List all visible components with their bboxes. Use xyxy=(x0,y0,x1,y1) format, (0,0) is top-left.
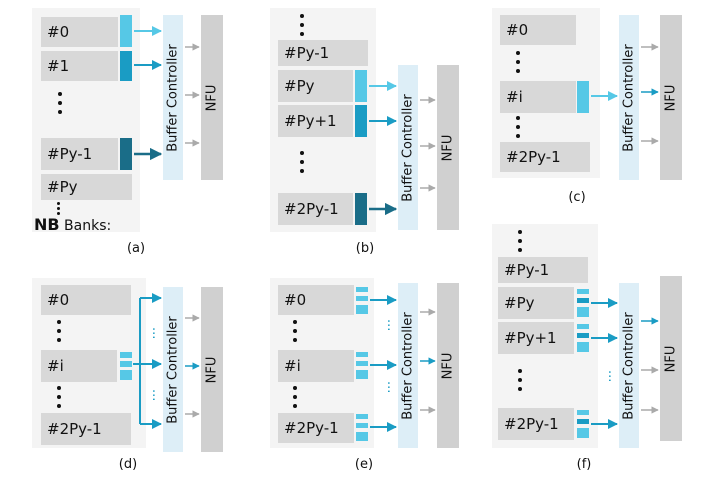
selected-b-py xyxy=(355,70,367,102)
selected-f-2py-1-b xyxy=(577,419,589,424)
nfu-a: NFU xyxy=(201,15,223,180)
selected-c-i xyxy=(577,81,589,113)
ellipsis-b xyxy=(298,151,306,178)
bank-b-py-1: #Py-1 xyxy=(278,40,368,66)
bank-b-2py-1: #2Py-1 xyxy=(278,193,353,225)
selected-a-1 xyxy=(120,51,132,81)
selected-e-2py-1-c xyxy=(356,432,368,441)
ellipsis-d-1 xyxy=(55,320,63,347)
buffer-controller-a: Buffer Controller xyxy=(163,15,183,180)
selected-e-2py-1-b xyxy=(356,423,368,428)
ellipsis-c-2 xyxy=(514,116,522,143)
caption-d: (d) xyxy=(118,457,138,472)
nfu-c: NFU xyxy=(660,15,682,180)
selected-f-py+1-b xyxy=(577,333,589,338)
bank-e-0: #0 xyxy=(278,285,354,315)
selected-e-i-c xyxy=(356,370,368,379)
bank-c-2py-1: #2Py-1 xyxy=(500,142,590,172)
buffer-controller-d: Buffer Controller xyxy=(163,287,183,452)
selected-f-py+1-a xyxy=(577,324,589,329)
selected-f-py-b xyxy=(577,298,589,303)
selected-a-0 xyxy=(120,15,132,47)
bank-a-py: #Py xyxy=(41,174,132,200)
bank-f-py: #Py xyxy=(498,287,574,319)
nfu-d: NFU xyxy=(201,287,223,452)
buffer-controller-f: Buffer Controller xyxy=(619,283,639,448)
bank-b-py: #Py xyxy=(278,70,353,102)
bank-c-0: #0 xyxy=(500,15,576,45)
caption-a: (a) xyxy=(126,241,146,256)
bank-e-2py-1: #2Py-1 xyxy=(278,413,354,443)
caption-c: (c) xyxy=(568,190,586,205)
selected-f-2py-1-a xyxy=(577,410,589,415)
nb-banks-label: NB Banks: xyxy=(34,215,112,234)
selected-f-py-a xyxy=(577,289,589,294)
ellipsis-a xyxy=(56,92,64,119)
ellipsis-c-1 xyxy=(514,51,522,78)
bank-f-py+1: #Py+1 xyxy=(498,322,574,354)
selected-f-py-c xyxy=(577,307,589,317)
ellipsis-d-gap-1: ··· xyxy=(145,327,160,339)
nfu-e: NFU xyxy=(437,283,459,448)
selected-a-py-1 xyxy=(120,138,132,170)
bank-d-0: #0 xyxy=(41,285,131,315)
bank-f-2py-1: #2Py-1 xyxy=(498,408,574,440)
buffer-controller-e: Buffer Controller xyxy=(398,283,418,448)
buffer-controller-c: Buffer Controller xyxy=(619,15,639,180)
nfu-b: NFU xyxy=(437,65,459,230)
ellipsis-f-top xyxy=(516,230,524,257)
bank-a-py-1: #Py-1 xyxy=(41,138,118,170)
selected-e-0-c xyxy=(356,305,368,314)
ellipsis-e-gap-2: ··· xyxy=(380,381,395,393)
selected-f-2py-1-c xyxy=(577,428,589,438)
selected-d-i-c xyxy=(120,370,132,380)
selected-d-i-b xyxy=(120,361,132,367)
ellipsis-d-2 xyxy=(55,386,63,413)
selected-e-0-b xyxy=(356,296,368,301)
bank-a-0: #0 xyxy=(41,17,118,47)
selected-e-i-a xyxy=(356,352,368,357)
ellipsis-a-bottom xyxy=(54,202,62,217)
selected-b-2py-1 xyxy=(355,193,367,225)
ellipsis-f xyxy=(516,369,524,396)
caption-e: (e) xyxy=(354,457,374,472)
caption-b: (b) xyxy=(355,241,375,256)
ellipsis-b-top xyxy=(298,14,306,41)
ellipsis-f-gap: ··· xyxy=(601,370,616,382)
nfu-f: NFU xyxy=(660,276,682,441)
ellipsis-e-gap-1: ··· xyxy=(380,319,395,331)
selected-b-py+1 xyxy=(355,105,367,137)
selected-d-i-a xyxy=(120,352,132,358)
bank-f-py-1: #Py-1 xyxy=(498,257,588,283)
bank-c-i: #i xyxy=(500,81,576,113)
selected-e-0-a xyxy=(356,287,368,292)
ellipsis-d-gap-2: ··· xyxy=(145,389,160,401)
selected-f-py+1-c xyxy=(577,342,589,352)
ellipsis-e-1 xyxy=(291,320,299,347)
buffer-controller-b: Buffer Controller xyxy=(398,65,418,230)
caption-f: (f) xyxy=(576,457,592,472)
bank-a-1: #1 xyxy=(41,51,118,81)
selected-e-2py-1-a xyxy=(356,414,368,419)
ellipsis-e-2 xyxy=(291,386,299,413)
selected-e-i-b xyxy=(356,361,368,366)
bank-d-i: #i xyxy=(41,350,117,382)
bank-e-i: #i xyxy=(278,350,354,382)
bank-b-py+1: #Py+1 xyxy=(278,105,353,137)
bank-d-2py-1: #2Py-1 xyxy=(41,413,131,445)
